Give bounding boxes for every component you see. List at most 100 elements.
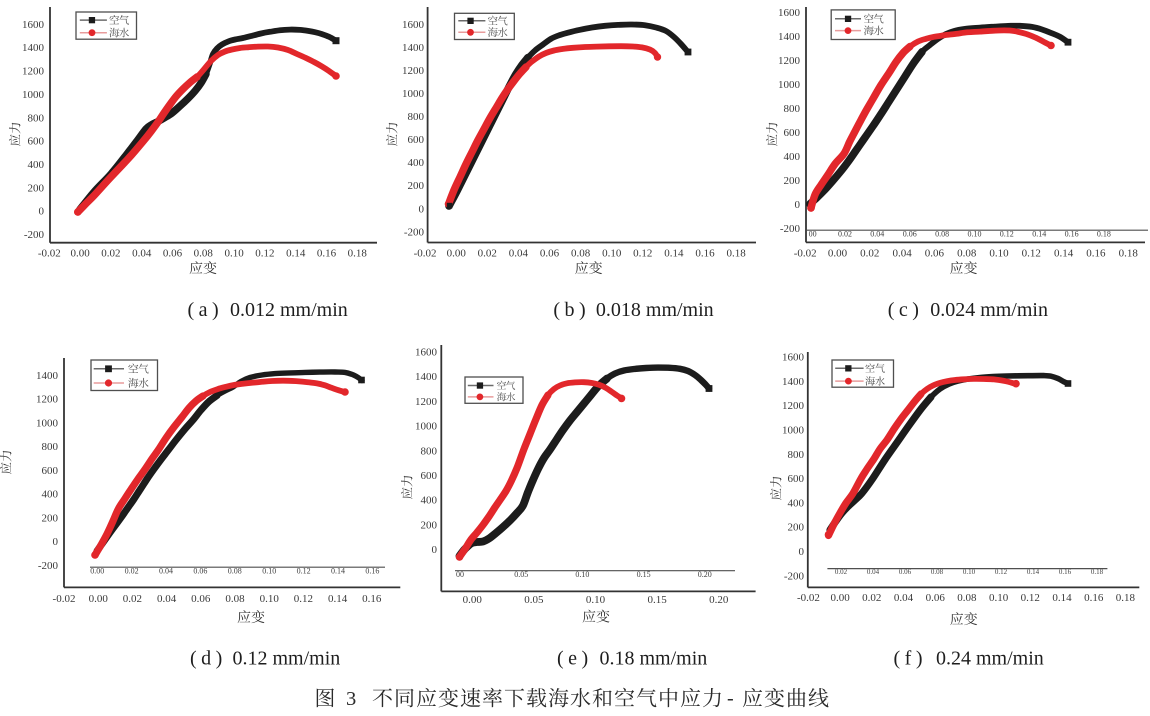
svg-text:800: 800	[42, 441, 59, 453]
svg-text:(d): (d)	[190, 648, 227, 670]
svg-text:0.00: 0.00	[828, 248, 848, 260]
svg-text:-200: -200	[38, 560, 59, 572]
svg-text:400: 400	[788, 497, 805, 509]
svg-text:1400: 1400	[22, 42, 45, 54]
svg-text:0: 0	[799, 546, 805, 558]
svg-text:0: 0	[39, 206, 45, 218]
svg-text:1200: 1200	[782, 400, 805, 412]
svg-text:0.024 mm/min: 0.024 mm/min	[930, 299, 1048, 321]
svg-text:0.12: 0.12	[255, 248, 274, 260]
svg-text:0.02: 0.02	[835, 568, 848, 576]
svg-text:0.16: 0.16	[1084, 592, 1104, 604]
svg-text:1600: 1600	[782, 352, 805, 364]
svg-text:0.06: 0.06	[903, 229, 917, 238]
svg-text:0.12: 0.12	[297, 567, 311, 576]
svg-text:0.10: 0.10	[224, 248, 244, 260]
svg-text:0.04: 0.04	[509, 248, 529, 260]
svg-text:0.18: 0.18	[348, 248, 368, 260]
svg-text:1600: 1600	[402, 19, 425, 31]
svg-text:0.18 mm/min: 0.18 mm/min	[600, 648, 708, 670]
svg-text:1000: 1000	[22, 89, 45, 101]
svg-text:0.18: 0.18	[1116, 592, 1136, 604]
svg-text:1000: 1000	[402, 88, 425, 100]
svg-text:0.02: 0.02	[862, 592, 881, 604]
svg-text:0.10: 0.10	[575, 570, 589, 579]
svg-text:3: 3	[346, 688, 356, 710]
svg-text:0.10: 0.10	[262, 567, 276, 576]
svg-text:600: 600	[408, 134, 425, 146]
svg-text:200: 200	[784, 175, 801, 187]
svg-text:0.16: 0.16	[362, 593, 382, 605]
svg-text:0.05: 0.05	[514, 570, 528, 579]
svg-text:800: 800	[784, 103, 801, 115]
svg-text:1200: 1200	[402, 65, 425, 77]
svg-text:200: 200	[408, 180, 425, 192]
svg-text:0.10: 0.10	[586, 594, 606, 606]
svg-text:0.10: 0.10	[989, 248, 1009, 260]
svg-text:800: 800	[28, 112, 45, 124]
svg-text:0.10: 0.10	[602, 248, 622, 260]
svg-text:0.10: 0.10	[260, 593, 280, 605]
svg-text:-200: -200	[404, 226, 425, 238]
svg-text:0.10: 0.10	[989, 592, 1009, 604]
svg-text:0.04: 0.04	[867, 568, 880, 576]
svg-text:-0.02: -0.02	[414, 248, 437, 260]
svg-text:0.14: 0.14	[1032, 229, 1046, 238]
svg-text:0.12: 0.12	[1000, 229, 1014, 238]
svg-text:600: 600	[42, 465, 59, 477]
svg-text:-0.02: -0.02	[38, 248, 61, 260]
svg-text:0.00: 0.00	[830, 592, 850, 604]
svg-text:1400: 1400	[778, 31, 801, 43]
svg-text:0.04: 0.04	[132, 248, 152, 260]
svg-text:0.16: 0.16	[695, 248, 715, 260]
svg-text:400: 400	[42, 489, 59, 501]
svg-text:1400: 1400	[415, 371, 438, 383]
svg-text:0.12: 0.12	[294, 593, 313, 605]
svg-text:600: 600	[421, 470, 438, 482]
svg-text:0.08: 0.08	[931, 568, 944, 576]
svg-text:0.06: 0.06	[926, 592, 946, 604]
svg-text:1600: 1600	[778, 7, 801, 19]
svg-text:0.18: 0.18	[726, 248, 746, 260]
svg-text:0.12: 0.12	[633, 248, 652, 260]
svg-text:0.16: 0.16	[365, 567, 379, 576]
svg-text:-0.02: -0.02	[53, 593, 76, 605]
svg-text:0.02: 0.02	[125, 567, 139, 576]
svg-text:(e): (e)	[557, 648, 593, 670]
svg-text:0.18: 0.18	[1119, 248, 1139, 260]
svg-text:0.20: 0.20	[709, 594, 729, 606]
svg-text:800: 800	[421, 445, 438, 457]
svg-text:0.04: 0.04	[870, 229, 884, 238]
svg-text:0.08: 0.08	[957, 248, 977, 260]
svg-text:1600: 1600	[22, 19, 45, 31]
svg-text:600: 600	[28, 136, 45, 148]
svg-text:1400: 1400	[402, 42, 425, 54]
svg-text:0: 0	[53, 536, 59, 548]
svg-text:0.00: 0.00	[70, 248, 90, 260]
svg-text:-: -	[727, 688, 734, 710]
svg-text:0.06: 0.06	[191, 593, 211, 605]
svg-text:0.10: 0.10	[968, 229, 982, 238]
svg-text:600: 600	[788, 473, 805, 485]
svg-text:0.16: 0.16	[1086, 248, 1106, 260]
svg-text:0.00: 0.00	[463, 594, 483, 606]
svg-text:0.14: 0.14	[328, 593, 348, 605]
svg-text:0.15: 0.15	[647, 594, 667, 606]
svg-text:0.06: 0.06	[899, 568, 912, 576]
svg-text:0: 0	[432, 544, 438, 556]
svg-text:0.08: 0.08	[957, 592, 977, 604]
svg-text:0.12 mm/min: 0.12 mm/min	[233, 648, 341, 670]
svg-text:0.08: 0.08	[194, 248, 214, 260]
svg-text:-200: -200	[784, 570, 805, 582]
svg-text:0.06: 0.06	[925, 248, 945, 260]
svg-text:-0.02: -0.02	[797, 592, 820, 604]
svg-text:800: 800	[788, 449, 805, 461]
svg-text:0.018 mm/min: 0.018 mm/min	[596, 299, 714, 321]
svg-text:400: 400	[784, 151, 801, 163]
svg-text:1000: 1000	[36, 417, 59, 429]
svg-text:00: 00	[809, 229, 817, 238]
svg-text:1000: 1000	[778, 79, 801, 91]
svg-text:0.00: 0.00	[90, 567, 104, 576]
svg-text:0.18: 0.18	[1097, 229, 1111, 238]
svg-text:0.04: 0.04	[157, 593, 177, 605]
